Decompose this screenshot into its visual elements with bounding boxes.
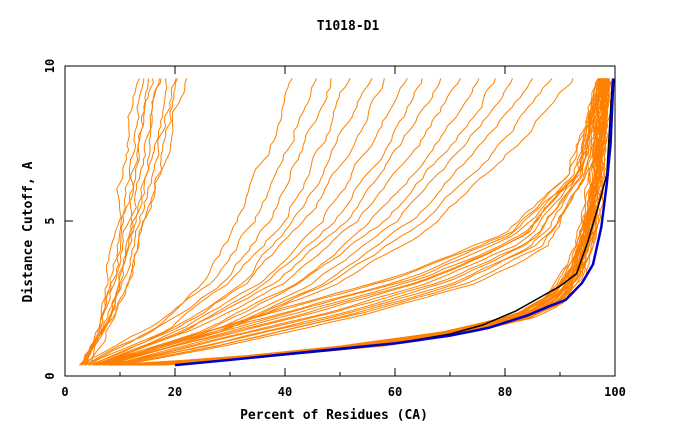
y-tick-label: 10: [43, 59, 57, 73]
highlight-lines: [174, 78, 615, 367]
model-line-38: [117, 78, 604, 366]
model-line-8: [86, 78, 177, 366]
model-line-74: [165, 78, 613, 366]
y-axis-ticks: 0 5 10: [43, 59, 615, 380]
model-line-20: [96, 78, 461, 366]
x-tick-label: 40: [278, 385, 292, 399]
model-line-36: [110, 78, 607, 366]
x-axis-label: Percent of Residues (CA): [240, 408, 428, 423]
model-line-30: [99, 78, 604, 366]
model-line-11: [80, 78, 293, 366]
x-tick-label: 0: [61, 385, 68, 399]
model-line-6: [86, 78, 162, 366]
model-line-23: [103, 78, 513, 366]
chart-title: T1018-D1: [317, 19, 380, 34]
x-axis-ticks: 0 20 40 60 80 100: [61, 66, 626, 399]
x-tick-label: 100: [604, 385, 626, 399]
model-line-5: [84, 78, 160, 366]
model-line-15: [89, 78, 373, 366]
model-line-9: [84, 78, 178, 366]
model-line-34: [107, 78, 603, 366]
model-line-4: [82, 78, 154, 366]
highlight-blue-line: [174, 78, 615, 367]
y-tick-label: 5: [43, 217, 57, 224]
model-line-19: [94, 78, 442, 366]
model-line-17: [93, 78, 408, 366]
model-line-39: [119, 78, 603, 366]
model-line-21: [99, 78, 480, 366]
model-line-16: [92, 78, 385, 366]
y-axis-label: Distance Cutoff, A: [21, 161, 36, 302]
y-tick-label: 0: [43, 372, 57, 379]
model-line-27: [93, 78, 600, 366]
x-tick-label: 20: [168, 385, 182, 399]
x-tick-label: 60: [388, 385, 402, 399]
model-line-18: [93, 78, 423, 366]
x-tick-label: 80: [498, 385, 512, 399]
model-line-14: [88, 78, 351, 366]
model-line-22: [102, 78, 496, 366]
model-line-24: [104, 78, 533, 366]
model-line-10: [88, 78, 188, 366]
model-line-12: [83, 78, 317, 366]
model-line-13: [84, 78, 332, 366]
